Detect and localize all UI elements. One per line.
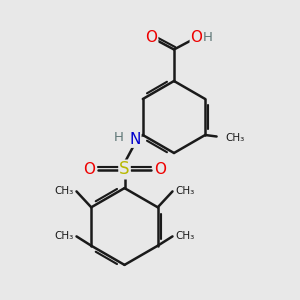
Text: O: O — [154, 162, 166, 177]
Text: CH₃: CH₃ — [55, 231, 74, 242]
Text: H: H — [114, 131, 124, 144]
Text: CH₃: CH₃ — [55, 186, 74, 197]
Text: CH₃: CH₃ — [175, 186, 194, 197]
Text: O: O — [190, 30, 202, 45]
Text: CH₃: CH₃ — [225, 133, 244, 143]
Text: O: O — [146, 30, 158, 45]
Text: H: H — [203, 31, 213, 44]
Text: CH₃: CH₃ — [175, 231, 194, 242]
Text: S: S — [119, 160, 130, 178]
Text: N: N — [129, 132, 141, 147]
Text: O: O — [83, 162, 95, 177]
